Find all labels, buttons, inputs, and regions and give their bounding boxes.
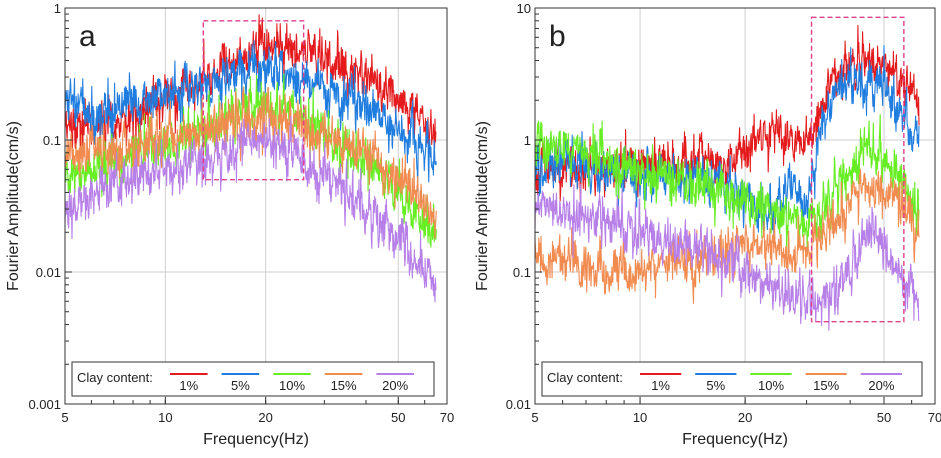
x-axis-label: Frequency(Hz) xyxy=(682,431,788,448)
legend-entry-label: 1% xyxy=(651,378,670,393)
panel-letter: b xyxy=(549,20,566,53)
legend-box xyxy=(541,361,923,397)
legend-entry-label: 10% xyxy=(758,378,784,393)
legend-entry-label: 1% xyxy=(179,378,198,393)
legend: Clay content: 1% 5% 10% 15% 20% xyxy=(71,361,435,397)
x-tick-label: 20 xyxy=(738,410,752,425)
y-tick-label: 1 xyxy=(524,133,531,148)
plot-frame xyxy=(534,7,936,405)
series-line-20pct xyxy=(65,115,437,303)
y-tick-label: 0.1 xyxy=(43,133,61,148)
y-tick-label: 10 xyxy=(517,1,531,16)
x-tick-label: 70 xyxy=(928,410,941,425)
legend-entry-label: 15% xyxy=(331,378,357,393)
panel-a: 5 10 20 50 70 0.001 0.01 0.1 1 Frequency(Hz) Fouri… xyxy=(5,1,454,448)
legend-title: Clay content: xyxy=(77,370,153,385)
x-tick-label: 50 xyxy=(877,410,891,425)
y-tick-label: 0.01 xyxy=(506,397,531,412)
series-line-15pct xyxy=(535,168,920,304)
highlight-box xyxy=(810,16,905,323)
legend-box xyxy=(71,361,435,397)
series-line-10pct xyxy=(535,113,920,251)
x-tick-label: 10 xyxy=(158,410,172,425)
legend-entry-label: 10% xyxy=(279,378,305,393)
series-group xyxy=(65,14,437,303)
x-tick-label: 5 xyxy=(61,410,68,425)
y-tick-label: 0.001 xyxy=(28,397,61,412)
series-line-20pct xyxy=(535,183,920,331)
legend-entry-label: 20% xyxy=(382,378,408,393)
y-axis-label: Fourier Amplitude(cm/s) xyxy=(474,121,491,291)
legend-entry-label: 5% xyxy=(231,378,250,393)
y-tick-label: 0.1 xyxy=(513,265,531,280)
x-tick-label: 20 xyxy=(258,410,272,425)
legend: Clay content: 1% 5% 10% 15% 20% xyxy=(541,361,923,397)
y-tick-label: 0.01 xyxy=(36,265,61,280)
x-axis-label: Frequency(Hz) xyxy=(203,431,309,448)
legend-entry-label: 15% xyxy=(813,378,839,393)
y-tick-label: 1 xyxy=(54,1,61,16)
panel-b: 5 10 20 50 70 0.01 0.1 1 10 Frequency(Hz) Fourier … xyxy=(474,1,941,448)
series-line-15pct xyxy=(65,86,437,239)
x-tick-label: 5 xyxy=(531,410,538,425)
highlight-box xyxy=(202,20,305,181)
plot-frame xyxy=(64,7,448,405)
series-line-1pct xyxy=(65,14,437,160)
series-group xyxy=(535,24,920,331)
legend-entry-label: 5% xyxy=(706,378,725,393)
x-tick-label: 50 xyxy=(391,410,405,425)
legend-title: Clay content: xyxy=(547,370,623,385)
legend-entry-label: 20% xyxy=(868,378,894,393)
series-line-5pct xyxy=(65,40,437,192)
panel-letter: a xyxy=(79,20,96,53)
x-tick-label: 70 xyxy=(440,410,454,425)
y-axis-label: Fourier Amplitude(cm/s) xyxy=(5,121,22,291)
x-tick-label: 10 xyxy=(633,410,647,425)
